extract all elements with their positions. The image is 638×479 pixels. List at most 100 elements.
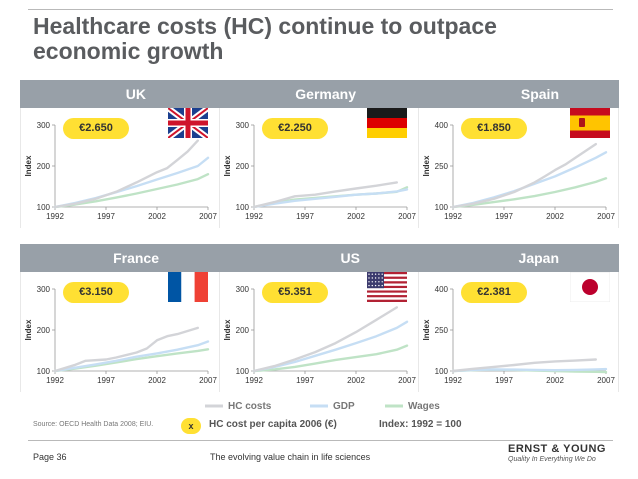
chart-panel-uk: UK Index 300 200 100 1992 1997 2002 2007 €2.650 (20, 80, 221, 228)
y-tick-label: 200 (37, 326, 51, 335)
panel-header (418, 80, 619, 108)
series-line-hc-costs (451, 358, 598, 373)
x-tick-label: 2007 (398, 212, 416, 221)
y-axis-label: Index (422, 319, 431, 340)
series-line-gdp (451, 151, 608, 209)
x-tick-label: 2002 (546, 212, 564, 221)
page-title: Healthcare costs (HC) continue to outpac… (33, 13, 497, 64)
y-tick-label: 200 (236, 162, 250, 171)
x-tick-label: 2007 (597, 212, 615, 221)
panel-header (20, 80, 221, 108)
chart-panel-spain: Spain Index 400 250 100 1992 1997 2002 2007 €1.85… (418, 80, 619, 228)
series-line-hc-costs (53, 139, 200, 209)
x-tick-label: 1992 (46, 376, 64, 385)
hc-cost-badge: €2.250 (262, 118, 328, 139)
y-tick-label: 300 (236, 121, 250, 130)
y-tick-label: 100 (37, 203, 51, 212)
y-axis-label: Index (223, 319, 232, 340)
hc-cost-badge: €3.150 (63, 282, 129, 303)
y-axis-label: Index (223, 155, 232, 176)
hc-cost-badge: €2.650 (63, 118, 129, 139)
x-tick-label: 1997 (495, 212, 513, 221)
top-rule (28, 9, 613, 10)
series-line-wages (252, 344, 409, 373)
y-tick-label: 400 (435, 285, 449, 294)
country-label: UK (125, 86, 146, 102)
series-line-hc-costs (252, 181, 399, 209)
x-tick-label: 1997 (97, 212, 115, 221)
us-flag-icon (367, 272, 407, 302)
index-note: Index: 1992 = 100 (379, 419, 462, 430)
y-tick-label: 200 (37, 162, 51, 171)
legend-label: HC costs (228, 401, 272, 412)
x-tick-label: 2007 (597, 376, 615, 385)
y-tick-label: 300 (37, 285, 51, 294)
x-tick-label: 2002 (347, 376, 365, 385)
x-tick-label: 2007 (199, 212, 217, 221)
chart-panel-germany: Germany Index 300 200 100 1992 1997 2002 2007 €2.… (219, 80, 420, 228)
y-axis-label: Index (24, 155, 33, 176)
country-label: US (340, 250, 360, 266)
x-tick-label: 1992 (245, 212, 263, 221)
x-tick-label: 1992 (444, 376, 462, 385)
series-line-hc-costs (252, 306, 399, 373)
source-note: Source: OECD Health Data 2008; EIU. (33, 421, 154, 428)
panel-header (20, 244, 221, 272)
legend-label: GDP (333, 401, 355, 412)
page-number: Page 36 (33, 452, 67, 462)
y-tick-label: 100 (435, 367, 449, 376)
series-line-hc-costs (53, 326, 200, 373)
series-line-wages (451, 177, 608, 209)
y-tick-label: 100 (236, 203, 250, 212)
y-tick-label: 100 (236, 367, 250, 376)
y-tick-label: 200 (236, 326, 250, 335)
hc-cost-badge: €2.381 (461, 282, 527, 303)
y-axis-label: Index (422, 155, 431, 176)
x-tick-label: 2002 (148, 212, 166, 221)
y-tick-label: 250 (435, 162, 449, 171)
x-tick-label: 2007 (398, 376, 416, 385)
country-label: Spain (520, 86, 559, 102)
chart-panel-france: France Index 300 200 100 1992 1997 2002 2007 €3.1… (20, 244, 221, 392)
chart-panel-japan: Japan Index 400 250 100 1992 1997 2002 2007 €2.38… (418, 244, 619, 392)
japan-flag-icon (570, 272, 610, 302)
x-tick-label: 1992 (245, 376, 263, 385)
x-tick-label: 2002 (347, 212, 365, 221)
series-line-gdp (451, 367, 608, 373)
legend-label: Wages (408, 401, 440, 412)
uk-flag-icon (168, 108, 208, 138)
y-tick-label: 400 (435, 121, 449, 130)
x-tick-label: 1992 (444, 212, 462, 221)
x-tick-label: 1997 (495, 376, 513, 385)
france-flag-icon (168, 272, 208, 302)
y-tick-label: 250 (435, 326, 449, 335)
panel-header (418, 244, 619, 272)
series-line-gdp (53, 340, 210, 373)
footer-rule (28, 440, 613, 441)
series-line-wages (53, 172, 210, 209)
ernst-young-logo: ERNST & YOUNG Quality In Everything We D… (508, 443, 618, 473)
hc-cost-key-label: HC cost per capita 2006 (€) (209, 419, 337, 430)
chart-panel-us: US Index 300 200 100 1992 1997 2002 2007 €5.351 (219, 244, 420, 392)
hc-cost-badge: €5.351 (262, 282, 328, 303)
country-label: Japan (518, 250, 559, 266)
x-tick-label: 2002 (148, 376, 166, 385)
brand-tagline: Quality In Everything We Do (508, 456, 596, 463)
hc-cost-badge: €1.850 (461, 118, 527, 139)
x-tick-label: 1997 (97, 376, 115, 385)
spain-flag-icon (570, 108, 610, 138)
series-line-gdp (252, 320, 409, 373)
x-tick-label: 1997 (296, 212, 314, 221)
germany-flag-icon (367, 108, 407, 138)
y-tick-label: 100 (37, 367, 51, 376)
series-line-hc-costs (451, 142, 598, 209)
y-tick-label: 100 (435, 203, 449, 212)
y-axis-label: Index (24, 319, 33, 340)
x-tick-label: 2002 (546, 376, 564, 385)
